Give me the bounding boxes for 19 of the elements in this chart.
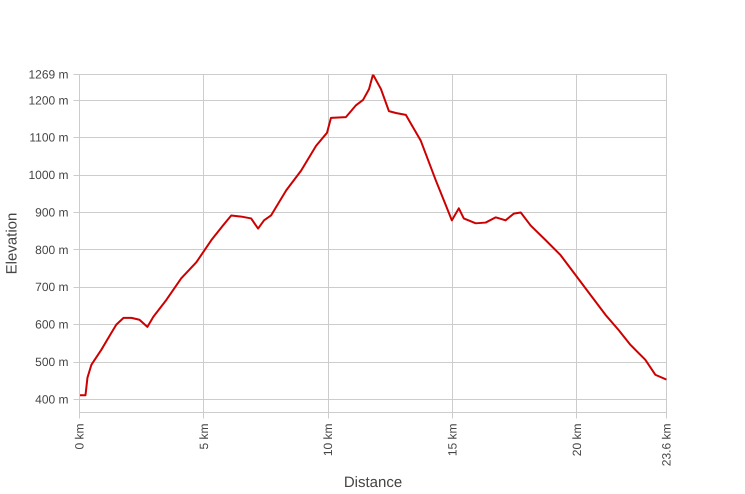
y-tick-label: 700 m [35, 280, 69, 294]
x-tick-label: 15 km [446, 423, 460, 456]
x-tick-label: 20 km [570, 423, 584, 456]
y-tick-label: 600 m [35, 318, 69, 332]
y-tick-label: 1000 m [28, 168, 69, 182]
y-tick-label: 500 m [35, 355, 69, 370]
x-tick-label: 10 km [321, 423, 336, 456]
y-tick-label: 400 m [35, 392, 69, 406]
x-tick-label: 5 km [196, 423, 211, 450]
y-tick-label: 800 m [35, 242, 69, 257]
y-axis-title: Elevation [3, 212, 20, 274]
line-series [80, 74, 666, 396]
y-tick-label: 1200 m [28, 93, 69, 108]
y-tick-label: 1269 m [28, 68, 69, 82]
x-tick-label: 23.6 km [660, 423, 674, 466]
x-axis-title: Distance [344, 474, 402, 492]
y-tick-label: 1100 m [29, 130, 69, 145]
y-tick-label: 900 m [35, 205, 69, 220]
x-tick-label: 0 km [72, 423, 86, 450]
